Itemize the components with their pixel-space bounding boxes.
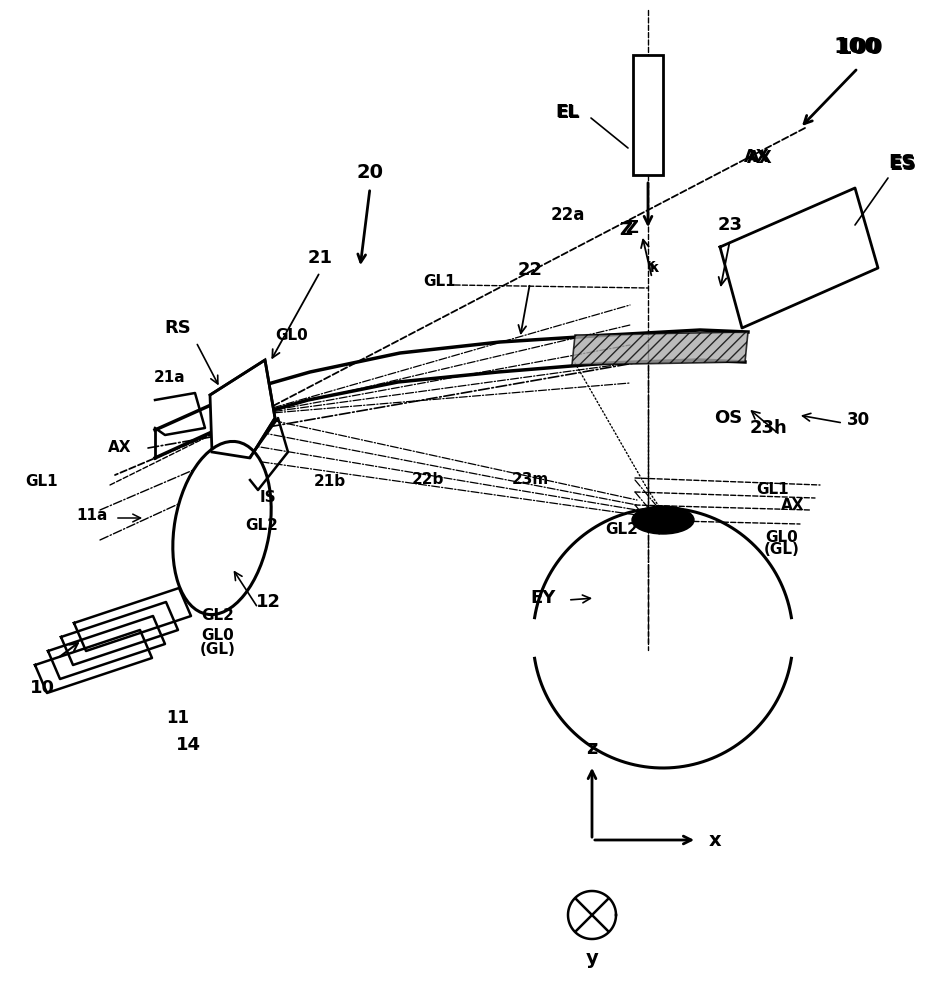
Text: AX: AX: [781, 497, 805, 512]
Text: 100: 100: [833, 37, 881, 57]
Text: IS: IS: [260, 490, 276, 506]
Text: 22a: 22a: [551, 206, 586, 224]
Text: Z: Z: [625, 219, 639, 237]
Text: EL: EL: [555, 103, 579, 121]
Text: κ: κ: [647, 258, 657, 272]
Text: GL2: GL2: [201, 607, 235, 622]
Text: 23: 23: [717, 216, 743, 234]
Text: 11a: 11a: [77, 508, 108, 522]
Text: ES: ES: [889, 155, 917, 174]
Text: 11: 11: [166, 709, 189, 727]
Text: ES: ES: [888, 153, 916, 172]
Text: EY: EY: [531, 589, 555, 607]
Text: GL2: GL2: [246, 518, 278, 532]
Text: GL0: GL0: [765, 530, 798, 544]
Text: 23h: 23h: [749, 419, 787, 437]
Text: (GL): (GL): [764, 542, 800, 558]
Text: AX: AX: [747, 149, 773, 167]
Text: GL1: GL1: [757, 483, 789, 497]
Text: GL0: GL0: [201, 629, 235, 644]
Text: (GL): (GL): [200, 642, 236, 656]
Polygon shape: [572, 332, 748, 365]
Text: GL1: GL1: [26, 475, 59, 489]
Text: y: y: [586, 950, 599, 968]
Text: 12: 12: [255, 593, 281, 611]
Text: 22b: 22b: [412, 473, 445, 488]
Text: 22: 22: [517, 261, 542, 279]
Text: GL1: GL1: [424, 274, 456, 290]
Text: κ: κ: [650, 261, 660, 275]
Ellipse shape: [173, 441, 272, 615]
Text: 21b: 21b: [314, 475, 346, 489]
Text: 21: 21: [307, 249, 332, 267]
Text: EL: EL: [556, 104, 580, 122]
Text: z: z: [587, 738, 598, 758]
Text: GL2: GL2: [605, 522, 639, 538]
Text: 30: 30: [847, 411, 869, 429]
Text: 20: 20: [357, 162, 383, 182]
Text: GL0: GL0: [275, 328, 308, 344]
Text: RS: RS: [165, 319, 191, 337]
Text: 10: 10: [29, 679, 55, 697]
Text: 14: 14: [176, 736, 201, 754]
Text: 23m: 23m: [512, 473, 549, 488]
Ellipse shape: [632, 506, 694, 534]
Text: AX: AX: [108, 440, 131, 456]
Text: 100: 100: [836, 38, 884, 58]
Text: AX: AX: [745, 148, 770, 166]
Text: Z: Z: [620, 221, 633, 239]
Bar: [633, 55, 663, 175]
Text: x: x: [709, 830, 721, 850]
Text: 21a: 21a: [154, 370, 185, 385]
Text: OS: OS: [714, 409, 742, 427]
Polygon shape: [210, 360, 275, 458]
